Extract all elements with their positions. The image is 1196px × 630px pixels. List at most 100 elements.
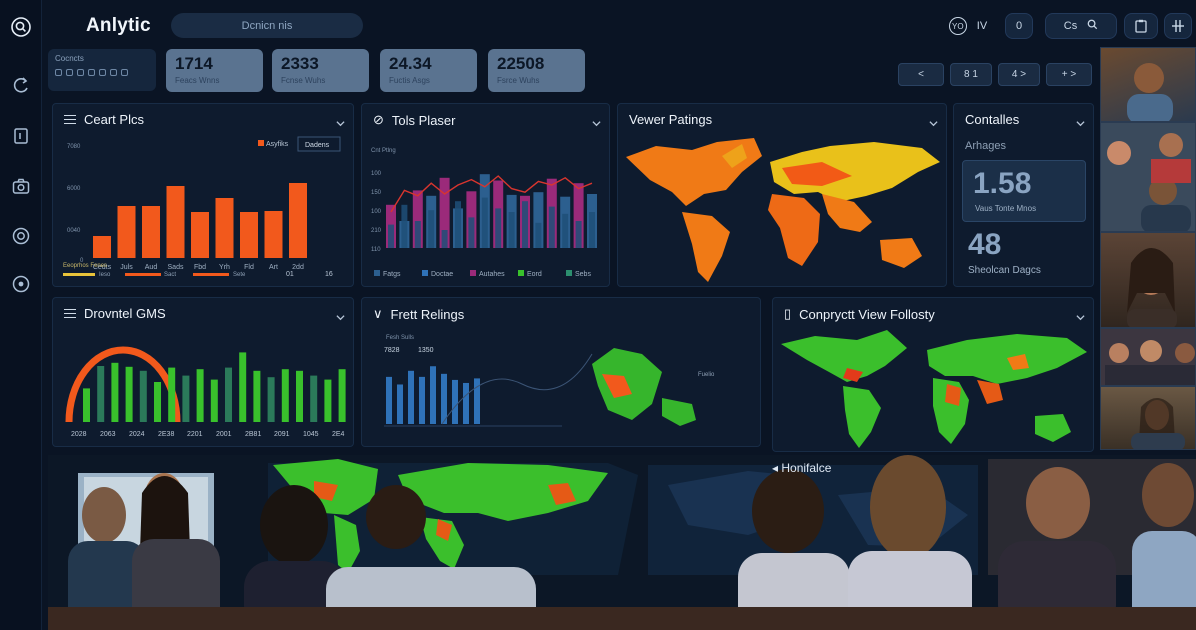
user-icon: YO (948, 17, 967, 35)
search-bar[interactable]: Dcnicn nis (171, 13, 363, 38)
footer-num: 01 (286, 271, 294, 278)
nav-plus-button[interactable]: + > (1046, 63, 1092, 86)
x-tick-label: 2001 (216, 431, 232, 438)
bar (535, 222, 542, 248)
camera-icon[interactable] (9, 174, 33, 198)
stat-value: 48 (968, 228, 1002, 261)
menu-icon[interactable] (64, 309, 76, 318)
y-tick-label: 210 (371, 228, 382, 234)
bar (117, 206, 136, 258)
bar (182, 375, 190, 422)
bar-chart: Asyfiks Dadens 7080 6000 0040 0 Cedts Jul… (63, 136, 341, 278)
app-title: Anlytic (86, 15, 151, 36)
bar (386, 376, 392, 424)
refresh-icon[interactable] (9, 73, 33, 97)
bar (430, 366, 436, 424)
legend-label: Asyfiks (266, 141, 289, 148)
stat-card[interactable]: 1.58 Vaus Tonte Mnos (962, 160, 1086, 222)
y-tick-label: 100 (371, 209, 382, 215)
x-tick-label: 2028 (71, 431, 87, 438)
chevron-down-icon[interactable] (336, 115, 345, 127)
value-tag: 1350 (418, 347, 434, 354)
footer-item: Ieso (99, 272, 111, 278)
chevron-down-icon[interactable] (929, 115, 938, 127)
bar (468, 217, 475, 248)
kpi-card[interactable]: 24.34 Fuctis Asgs (380, 49, 477, 92)
panel-title: Drovntel GMS (64, 306, 166, 321)
bar (548, 206, 555, 248)
chevron-down-icon[interactable] (1076, 309, 1085, 321)
search-icon[interactable] (1087, 19, 1098, 33)
bar (481, 197, 488, 248)
kpi-card[interactable]: 2333 Fcnse Wuhs (272, 49, 369, 92)
notification-count[interactable]: 0 (1005, 13, 1033, 39)
bar (463, 382, 469, 424)
panel-title: Ceart Plcs (64, 112, 144, 127)
record-icon[interactable] (9, 272, 33, 296)
user-badge[interactable]: YO IV (944, 13, 992, 39)
grid-icon[interactable] (1164, 13, 1192, 39)
x-tick-label: Sads (168, 264, 184, 271)
bar (397, 384, 403, 424)
bar (428, 210, 435, 248)
bar (239, 352, 247, 422)
kpi-label: Fuctis Asgs (389, 76, 430, 85)
video-tile[interactable] (1100, 122, 1196, 232)
clipboard-icon[interactable] (1124, 13, 1158, 39)
x-tick-label: 2E4 (332, 431, 345, 438)
chart-sub: Cnt Ptlng (371, 148, 396, 154)
panel-title: ▯ Conpryctt View Follosty (784, 306, 935, 322)
search-icon[interactable] (9, 15, 33, 39)
chevron-down-icon[interactable] (592, 115, 601, 127)
y-tick-label: 0 (80, 258, 84, 264)
footer-item: Sact (164, 272, 176, 278)
bar (408, 370, 414, 424)
bar (573, 183, 584, 248)
toolbar-icons[interactable] (55, 69, 149, 76)
kpi-card[interactable]: 22508 Fsrce Wuhs (488, 49, 585, 92)
x-tick-label: Juls (120, 264, 133, 271)
stat-value: 1.58 (973, 167, 1032, 200)
y-tick-label: 0040 (67, 228, 81, 234)
camera-search-pill[interactable]: Cs (1045, 13, 1117, 39)
nav-phone-button[interactable]: < (898, 63, 944, 86)
bar (166, 186, 185, 258)
bar (522, 201, 528, 248)
nav-arrow-button[interactable]: 4 > (998, 63, 1040, 86)
bar (439, 177, 450, 248)
chevron-down-icon[interactable] (1076, 115, 1085, 127)
bar-map-chart: Fesh Sulls 7828 1350 Fuelio (384, 335, 715, 427)
footer-label: Eeoprhos Fenes (63, 263, 107, 269)
target-icon[interactable] (9, 224, 33, 248)
bar (196, 369, 204, 422)
video-tile[interactable] (1100, 328, 1196, 386)
frett-ratings-panel: ∨ Frett Relings Fesh Sulls 7828 1350 Fuel… (361, 297, 761, 447)
bar (142, 206, 160, 258)
bar (441, 230, 448, 248)
legend-swatch (374, 270, 380, 276)
bar (240, 212, 258, 258)
kpi-card[interactable]: 1714 Feacs Wnns (166, 49, 263, 92)
bar (508, 212, 515, 248)
bar (575, 221, 582, 248)
menu-icon[interactable] (64, 115, 76, 124)
x-tick-label: 2091 (274, 431, 290, 438)
bar (215, 198, 234, 258)
x-tick-label: Fld (244, 264, 254, 271)
bar (191, 212, 209, 258)
chart-sub: Fesh Sulls (386, 335, 414, 341)
legend-label: Dadens (305, 142, 330, 149)
video-tile[interactable] (1100, 232, 1196, 328)
bar (225, 367, 232, 422)
link-icon: ⊘ (373, 112, 384, 127)
x-tick-label: Cedts (93, 264, 112, 271)
nav-page-button[interactable]: 8 1 (950, 63, 992, 86)
chevron-down-icon[interactable] (336, 309, 345, 321)
combo-chart: Cnt Ptlng 100 150 100 210 110 Fatgs Docta… (371, 148, 597, 278)
video-tile[interactable] (1100, 47, 1196, 122)
video-tile[interactable] (1100, 386, 1196, 450)
bar (452, 379, 458, 424)
contalles-panel: Contalles Arhages 1.58 Vaus Tonte Mnos 4… (953, 103, 1094, 287)
bar (474, 378, 480, 424)
document-icon[interactable] (9, 124, 33, 148)
